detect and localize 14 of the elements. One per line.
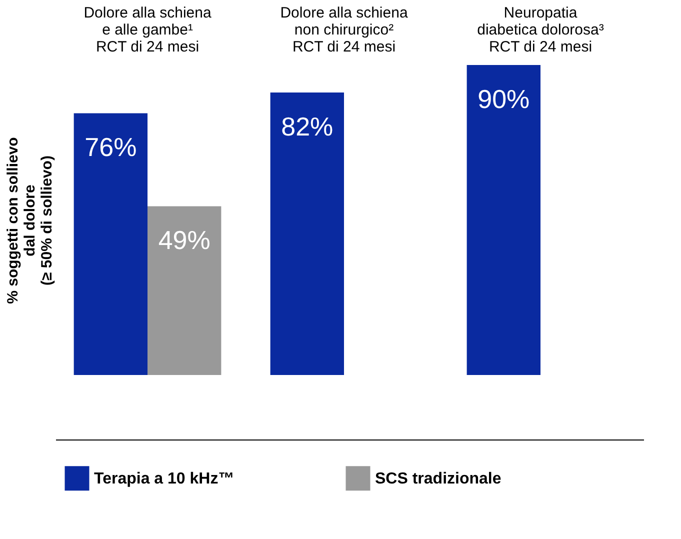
bar [74, 113, 148, 375]
legend-label: SCS tradizionale [375, 470, 502, 488]
x-tick-label: Dolore alla schiena e alle gambe¹ RCT di 24 mesi [84, 4, 212, 56]
bar [148, 206, 222, 375]
data-label: 82% [281, 112, 334, 142]
data-label: 49% [158, 225, 210, 256]
data-label: 76% [84, 132, 137, 162]
data-label: 90% [478, 84, 530, 114]
bar [466, 65, 540, 375]
legend-label: Terapia a 10 kHz™ [94, 470, 234, 488]
x-tick-label: Dolore alla schiena non chirurgico² RCT di 24 mesi [280, 4, 408, 56]
bar [270, 92, 344, 375]
y-axis-title: % soggetti con sollievo dal dolore (≥ 50% di sollievo) [4, 137, 56, 304]
x-tick-label: Neuropatia diabetica dolorosa³ RCT di 24 mesi [477, 4, 604, 56]
